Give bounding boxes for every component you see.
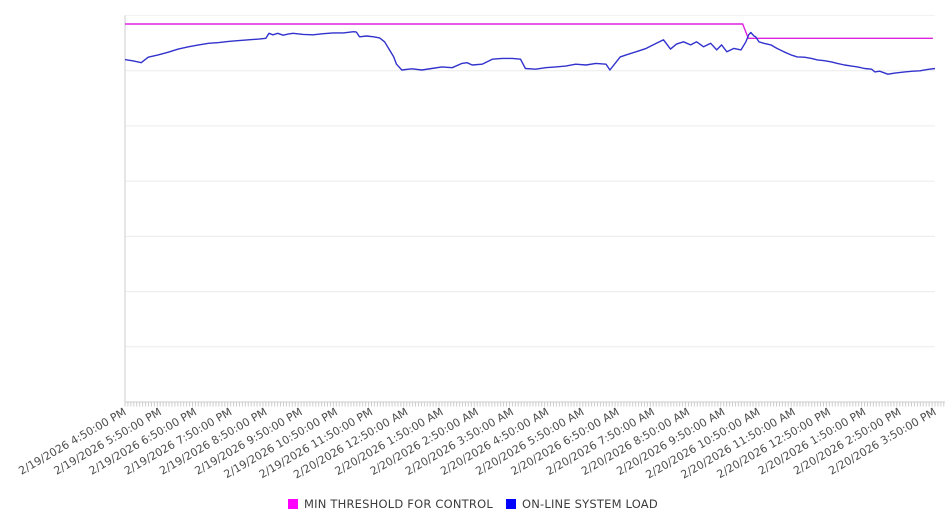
x-axis-minor-ticks	[124, 402, 945, 407]
legend-label: MIN THRESHOLD FOR CONTROL	[304, 497, 493, 511]
legend-item-min-threshold-for-control[interactable]: MIN THRESHOLD FOR CONTROL	[288, 497, 493, 511]
legend-swatch-icon	[288, 499, 299, 509]
legend-label: ON-LINE SYSTEM LOAD	[521, 497, 658, 511]
legend-swatch-icon	[505, 499, 516, 509]
series-line-1	[124, 31, 936, 75]
legend-item-online-system-load[interactable]: ON-LINE SYSTEM LOAD	[505, 497, 658, 511]
gridlines	[125, 15, 935, 348]
chart-legend: MIN THRESHOLD FOR CONTROL ON-LINE SYSTEM…	[0, 497, 946, 511]
series-line-0	[125, 23, 933, 39]
x-axis-labels: 2/19/2026 4:50:00 PM2/19/2026 5:50:00 PM…	[16, 405, 938, 481]
